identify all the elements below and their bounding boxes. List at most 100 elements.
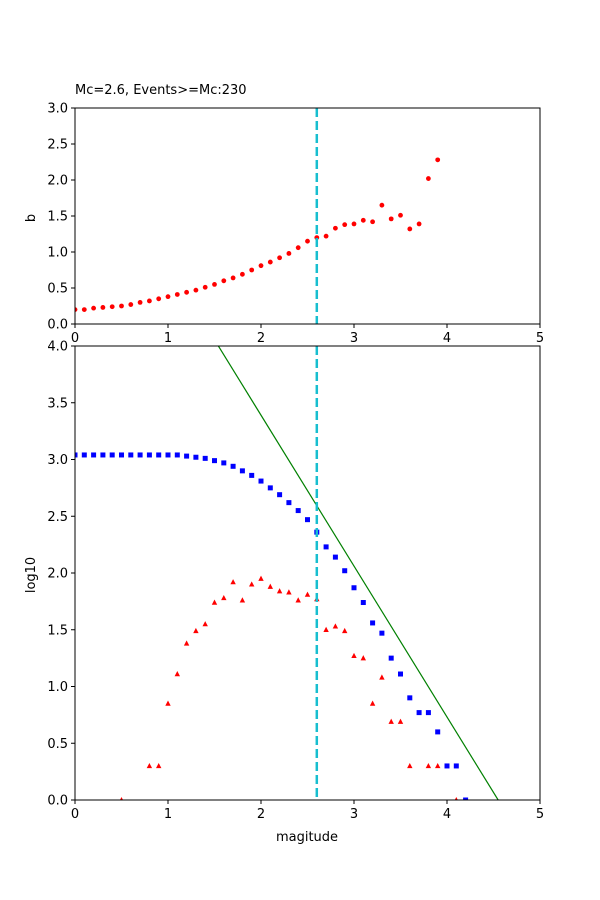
bottom-series1-point-3	[165, 700, 171, 706]
bottom-series0-point-30	[351, 585, 357, 591]
bottom-y-tick-label: 0.0	[47, 794, 68, 809]
top-series0-point-12	[184, 289, 190, 295]
top-x-tick-label: 4	[443, 331, 451, 346]
frequency-magnitude-plot: 0 1 2 3 4 5 0.0 0.5 1.0 1.5 2.0 2.5 3.0 3.5 4.0	[47, 340, 544, 823]
bottom-series1-point-4	[174, 671, 180, 677]
bottom-series0-point-0	[75, 452, 78, 458]
bottom-series0-point-34	[388, 655, 394, 661]
top-series0-point-34	[388, 216, 394, 222]
bottom-series0-point-16	[221, 460, 227, 466]
bottom-series0-point-15	[212, 458, 217, 464]
bottom-series0-point-7	[137, 452, 143, 458]
bottom-series1-point-24	[360, 655, 366, 661]
top-series0-point-30	[351, 221, 357, 227]
top-series0-point-36	[407, 226, 413, 232]
bottom-y-tick-label: 2.5	[47, 510, 68, 525]
top-series0-point-22	[277, 255, 282, 261]
bottom-series1-point-22	[342, 627, 348, 634]
bottom-series1-point-27	[388, 718, 394, 724]
top-y-tick-label: 0.0	[47, 318, 68, 333]
bottom-series0-point-8	[146, 452, 152, 458]
top-y-axis-label: b	[24, 214, 39, 222]
bottom-series0-point-28	[332, 554, 338, 560]
bottom-series0-point-36	[407, 695, 413, 701]
bottom-y-axis-label: log10	[24, 557, 39, 593]
bottom-series0-point-14	[202, 455, 208, 461]
bottom-series0-point-4	[109, 452, 115, 458]
bottom-series1-point-15	[276, 588, 283, 594]
bottom-series0-point-13	[193, 454, 199, 460]
bottom-y-tick-label: 2.0	[47, 567, 68, 582]
top-series0-point-15	[212, 282, 217, 287]
bottom-series0-point-6	[128, 452, 134, 458]
bottom-series0-point-17	[230, 463, 236, 469]
bottom-series0-point-12	[184, 453, 190, 459]
bottom-series0-point-19	[249, 472, 255, 478]
top-x-tick-label: 2	[257, 331, 265, 346]
top-series0-point-14	[202, 284, 208, 290]
bottom-series0-point-20	[258, 478, 264, 484]
top-x-tick-label: 5	[536, 331, 544, 346]
bottom-series0-point-29	[342, 568, 348, 574]
bottom-series1-point-26	[379, 674, 385, 680]
top-chart-title: Mc=2.6, Events>=Mc:230	[75, 83, 247, 98]
top-series0-point-0	[75, 307, 78, 312]
bottom-series0-point-2	[91, 452, 97, 458]
top-series0-point-33	[379, 202, 385, 208]
bottom-series1-point-29	[407, 762, 413, 769]
top-series0-point-16	[221, 278, 227, 284]
bottom-series0-point-1	[81, 452, 87, 458]
bottom-x-tick-label: 1	[164, 807, 172, 822]
top-y-tick-label: 0.5	[47, 282, 68, 297]
top-series0-point-9	[156, 296, 162, 302]
bottom-series1-point-16	[286, 589, 292, 595]
top-x-tick-label: 1	[164, 331, 172, 346]
bottom-y-tick-label: 0.5	[47, 737, 68, 752]
bottom-series0-point-5	[119, 452, 124, 458]
top-series0-point-11	[174, 292, 180, 297]
bottom-series0-point-33	[379, 630, 385, 636]
bottom-series0-point-24	[295, 508, 301, 514]
top-series0-point-7	[137, 300, 143, 305]
bottom-series1-point-9	[221, 594, 227, 601]
top-series0-point-2	[91, 305, 96, 311]
bottom-x-tick-label: 4	[443, 807, 451, 822]
bottom-series0-point-42	[463, 797, 469, 800]
bottom-series0-point-9	[156, 452, 162, 458]
bottom-series0-point-21	[267, 485, 273, 491]
bottom-plot-area	[75, 346, 499, 800]
bottom-x-tick-label: 3	[350, 807, 358, 822]
top-series0-point-35	[398, 212, 403, 218]
bottom-series1-point-31	[435, 762, 441, 769]
bottom-series0-point-25	[305, 517, 310, 523]
bottom-series1-point-32	[454, 797, 458, 800]
top-series0-point-24	[295, 245, 301, 251]
bottom-x-tick-label: 0	[71, 807, 79, 822]
top-series0-point-17	[230, 275, 236, 281]
bottom-series0-point-35	[398, 671, 403, 677]
top-axes-frame	[74, 107, 541, 325]
top-series0-point-5	[119, 303, 124, 309]
top-series0-point-20	[258, 263, 264, 269]
top-series0-point-28	[333, 225, 338, 231]
bottom-series0-point-37	[416, 710, 422, 716]
bottom-series1-point-25	[369, 700, 376, 706]
bottom-y-tick-label: 1.0	[47, 680, 68, 695]
top-series0-point-1	[81, 307, 87, 312]
bottom-series1-point-5	[183, 640, 190, 646]
bottom-series1-point-18	[304, 591, 311, 597]
bottom-series1-point-28	[397, 718, 404, 724]
bottom-y-tick-label: 3.5	[47, 396, 68, 411]
bottom-x-tick-label: 5	[536, 807, 544, 822]
bottom-series1-point-23	[351, 652, 357, 659]
top-series0-point-38	[426, 176, 431, 181]
top-series0-point-6	[128, 302, 134, 307]
bottom-series0-point-18	[239, 468, 245, 474]
bottom-series1-point-11	[239, 597, 246, 603]
top-series0-point-23	[286, 251, 292, 256]
top-series0-point-10	[165, 294, 171, 300]
top-series0-point-37	[416, 221, 422, 227]
bottom-series0-point-38	[425, 710, 431, 716]
bottom-series1-point-13	[258, 575, 264, 581]
